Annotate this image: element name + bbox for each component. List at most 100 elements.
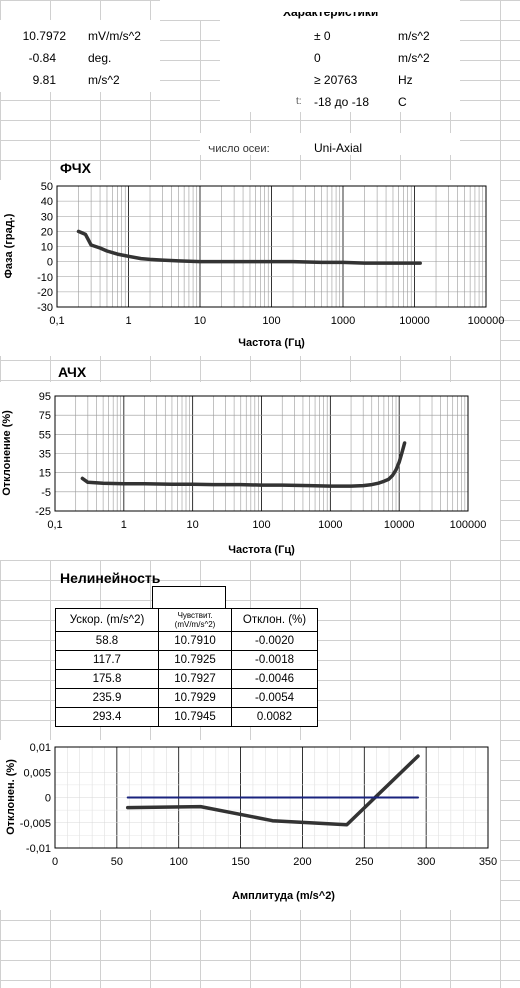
tr-value-2: 0 [314, 51, 321, 65]
tr-value-3: ≥ 20763 [314, 73, 358, 87]
tl-value-2: -0.84 [28, 51, 56, 65]
y-tick-label: 30 [41, 211, 53, 223]
x-axis-label: Частота (Гц) [238, 337, 305, 349]
y-tick-label: -5 [41, 487, 51, 499]
y-tick-label: 0,01 [30, 742, 51, 754]
x-axis-label: Частота (Гц) [228, 544, 295, 556]
y-tick-label: -25 [35, 506, 51, 518]
x-tick-label: 10000 [399, 315, 430, 327]
x-tick-label: 1 [125, 315, 131, 327]
table-row: 58.8 10.7910 -0.0020 [55, 631, 318, 651]
table-cell: -0.0046 [231, 669, 318, 689]
table-row: 235.9 10.7929 -0.0054 [55, 688, 318, 708]
y-tick-label: 35 [39, 449, 51, 461]
series-line [76, 229, 422, 265]
tr-value-5: Uni-Axial [314, 141, 363, 155]
x-tick-label: 100000 [450, 519, 487, 531]
y-axis-label: Отклонен. (%) [5, 759, 17, 835]
plot-frame [54, 746, 489, 849]
x-tick-label: 100 [170, 856, 188, 868]
tl-value-3: 9.81 [32, 73, 56, 87]
x-tick-label: 10 [194, 315, 206, 327]
table-row: 293.4 10.7945 0.0082 [55, 707, 318, 727]
y-tick-label: -10 [37, 272, 53, 284]
x-tick-label: 150 [231, 856, 249, 868]
y-tick-label: 50 [41, 181, 53, 193]
y-tick-label: 95 [39, 391, 51, 403]
x-tick-label: 10 [187, 519, 199, 531]
table-cell: 10.7925 [158, 650, 232, 670]
tl-unit-1: mV/m/s^2 [88, 29, 141, 43]
x-tick-label: 10000 [384, 519, 415, 531]
y-tick-label: 10 [41, 242, 53, 254]
table-cell: 10.7929 [158, 688, 232, 708]
table-cell: 235.9 [55, 688, 159, 708]
tr-label-5: Число осей: [208, 143, 270, 155]
table-row: 175.8 10.7927 -0.0046 [55, 669, 318, 689]
x-tick-label: 350 [479, 856, 497, 868]
x-tick-label: 0 [52, 856, 58, 868]
table-cell: 10.7927 [158, 669, 232, 689]
plot-frame [56, 185, 487, 308]
table-cell: 10.7910 [158, 631, 232, 651]
table-cell: 10.7945 [158, 707, 232, 727]
y-tick-label: -30 [37, 302, 53, 314]
nonlinearity-title: Нелинейность [60, 570, 161, 586]
y-tick-label: 40 [41, 196, 53, 208]
y-tick-label: -20 [37, 287, 53, 299]
x-tick-label: 1000 [318, 519, 342, 531]
y-axis-label: Фаза (град.) [3, 213, 15, 278]
series-line [125, 754, 420, 827]
table-cell: 117.7 [55, 650, 159, 670]
x-tick-label: 0,1 [47, 519, 62, 531]
tr-unit-2: m/s^2 [398, 51, 430, 65]
y-axis-label: Отклонение (%) [1, 410, 13, 496]
table-row: 117.7 10.7925 -0.0018 [55, 650, 318, 670]
tl-value-1: 10.7972 [22, 29, 66, 43]
table-header: Ускор. (m/s^2) [55, 608, 159, 632]
phase-chart-title: ФЧХ [60, 160, 91, 176]
x-tick-label: 50 [111, 856, 123, 868]
x-tick-label: 1 [121, 519, 127, 531]
x-tick-label: 300 [417, 856, 435, 868]
table-cell: -0.0054 [231, 688, 318, 708]
y-tick-label: -0,01 [26, 843, 51, 855]
y-tick-label: 0,005 [23, 767, 51, 779]
table-header: Отклон. (%) [231, 608, 318, 632]
nonlinearity-table: Ускор. (m/s^2) Чувствит. (mV/m/s^2) Откл… [55, 608, 318, 727]
table-cell: 58.8 [55, 631, 159, 651]
tl-unit-2: deg. [88, 51, 112, 65]
y-tick-label: 15 [39, 468, 51, 480]
x-tick-label: 100 [252, 519, 270, 531]
y-tick-label: 75 [39, 410, 51, 422]
table-cell: 293.4 [55, 707, 159, 727]
table-cell: -0.0018 [231, 650, 318, 670]
amp-chart-title: АЧХ [58, 364, 87, 380]
tr-value-4: -18 до -18 [314, 95, 370, 109]
tl-unit-3: m/s^2 [88, 73, 120, 87]
tr-unit-1: m/s^2 [398, 29, 430, 43]
y-tick-label: -0,005 [20, 818, 51, 830]
y-tick-label: 20 [41, 226, 53, 238]
x-axis-label: Амплитуда (m/s^2) [232, 890, 335, 902]
y-tick-label: 55 [39, 429, 51, 441]
tr-header: Характеристики [283, 5, 379, 19]
tr-unit-4: C [398, 95, 407, 109]
table-cell: 175.8 [55, 669, 159, 689]
tr-label-4: t: [296, 96, 302, 107]
x-tick-label: 250 [355, 856, 373, 868]
table-header: Чувствит. (mV/m/s^2) [158, 608, 232, 632]
tr-value-1: ± 0 [314, 29, 331, 43]
plot-frame [54, 395, 469, 512]
table-cell: 0.0082 [231, 707, 318, 727]
series-line [80, 441, 407, 488]
x-tick-label: 200 [293, 856, 311, 868]
y-tick-label: 0 [45, 793, 51, 805]
tr-unit-3: Hz [398, 73, 413, 87]
x-tick-label: 100 [262, 315, 280, 327]
y-tick-label: 0 [47, 257, 53, 269]
x-tick-label: 1000 [331, 315, 355, 327]
x-tick-label: 100000 [468, 315, 505, 327]
table-cell: -0.0020 [231, 631, 318, 651]
